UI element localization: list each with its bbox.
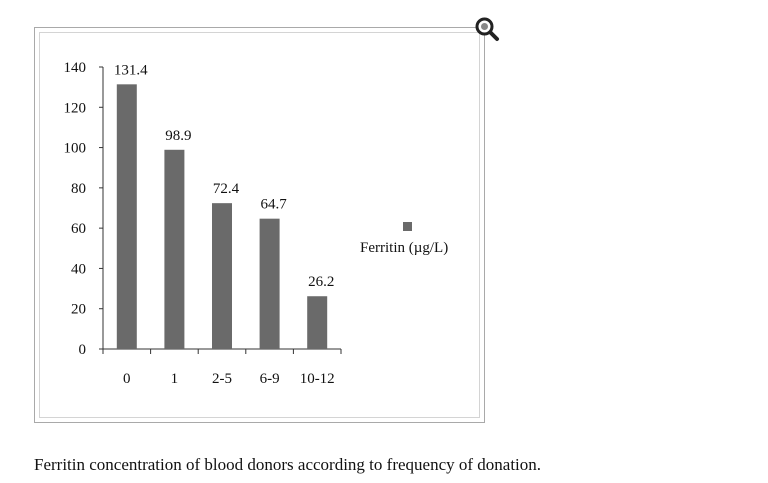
x-tick-label: 0 bbox=[123, 371, 131, 387]
bar bbox=[212, 203, 232, 349]
figure-caption: Ferritin concentration of blood donors a… bbox=[34, 455, 542, 474]
y-tick-label: 0 bbox=[79, 342, 87, 358]
legend-label: Ferritin (µg/L) bbox=[360, 240, 448, 256]
y-tick-label: 20 bbox=[71, 302, 86, 318]
y-tick-label: 40 bbox=[71, 261, 86, 277]
y-tick-label: 140 bbox=[64, 60, 87, 76]
x-tick-label: 6-9 bbox=[260, 371, 280, 387]
data-label: 64.7 bbox=[260, 197, 287, 213]
data-label: 98.9 bbox=[165, 128, 191, 144]
magnifier-icon bbox=[475, 17, 499, 41]
data-label: 131.4 bbox=[114, 62, 148, 78]
bar bbox=[259, 218, 280, 349]
legend-swatch bbox=[403, 222, 412, 231]
data-label: 72.4 bbox=[213, 181, 240, 197]
x-tick-label: 2-5 bbox=[212, 371, 232, 387]
bar bbox=[307, 296, 328, 349]
y-tick-label: 120 bbox=[64, 100, 87, 116]
bar bbox=[164, 149, 185, 349]
x-tick-label: 1 bbox=[171, 371, 179, 387]
y-tick-label: 80 bbox=[71, 181, 86, 197]
zoom-magnifier-icon[interactable] bbox=[474, 16, 500, 42]
y-tick-label: 100 bbox=[64, 141, 87, 157]
x-tick-label: 10-12 bbox=[300, 371, 335, 387]
y-tick-label: 60 bbox=[71, 221, 86, 237]
bar bbox=[116, 84, 137, 349]
data-label: 26.2 bbox=[308, 274, 334, 290]
